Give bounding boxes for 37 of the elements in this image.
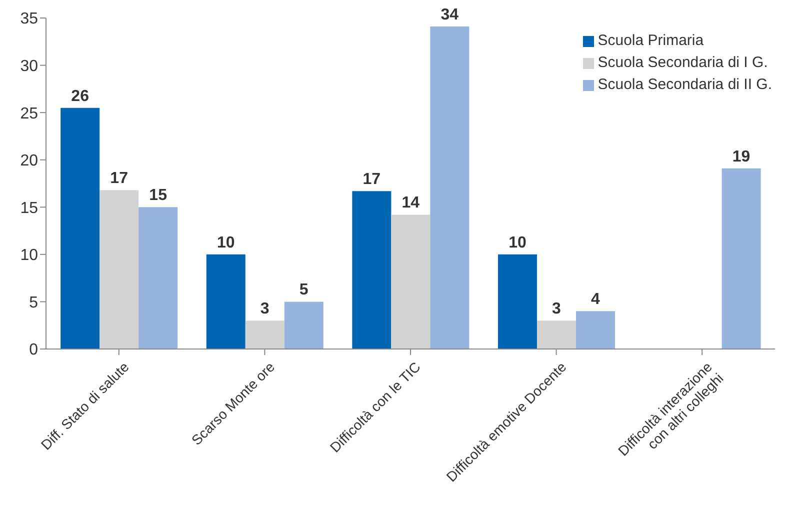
data-label: 17 [362,171,381,188]
y-tick-label: 0 [29,342,38,359]
y-tick-label: 5 [29,294,38,312]
data-label: 3 [260,300,270,318]
bar [60,108,100,349]
bar [138,207,178,349]
data-label: 5 [299,282,308,299]
data-label: 14 [402,194,420,212]
bar [352,191,392,349]
data-label: 15 [149,187,168,204]
y-tick-label: 10 [20,247,38,264]
bar [245,320,284,349]
bar [100,190,139,349]
bar [206,254,246,349]
data-label: 34 [440,6,459,24]
legend-label: Scuola Secondaria di II G. [598,75,772,95]
bar [430,26,470,349]
data-label: 19 [732,148,750,166]
y-tick-label: 15 [20,200,38,217]
y-tick-label: 30 [20,58,38,75]
legend-label: Scuola Primaria [598,31,704,51]
data-label: 10 [508,234,526,252]
y-tick-label: 20 [20,152,38,170]
y-tick-label: 35 [20,10,38,28]
bar [536,320,576,349]
data-label: 17 [110,170,128,188]
bar [498,254,537,349]
data-label: 26 [71,88,90,105]
bar [576,311,615,349]
bar [284,302,324,349]
bar [391,214,430,349]
bar [722,168,761,349]
legend-label: Scuola Secondaria di I G. [598,53,768,73]
data-label: 10 [216,234,235,252]
data-label: 3 [552,300,562,318]
y-tick-label: 25 [20,105,38,122]
data-label: 4 [591,291,600,308]
